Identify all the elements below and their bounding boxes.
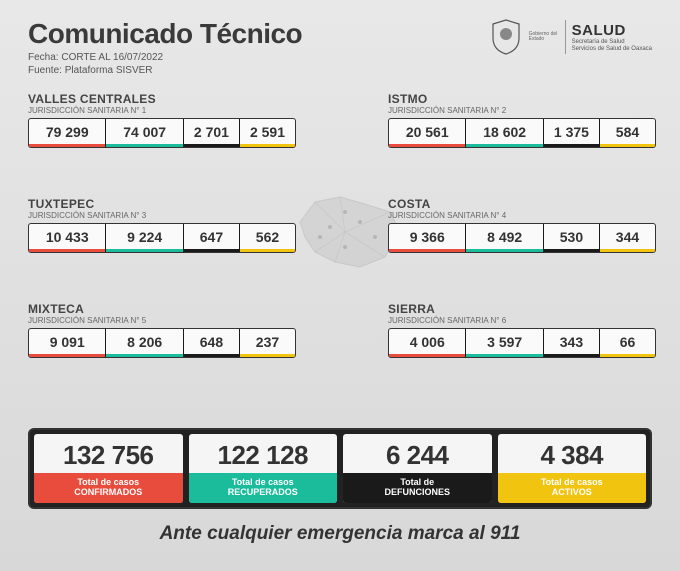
total-card: 122 128Total de casosRECUPERADOS (189, 434, 338, 503)
logo-main: SALUD (572, 22, 652, 39)
total-label-line2: RECUPERADOS (189, 487, 338, 497)
region-card: MIXTECAJURISDICCIÓN SANITARIA N° 5 9 0918… (28, 302, 296, 358)
stat-cell: 8 206 (106, 329, 182, 357)
stat-row: 10 4339 224647562 (28, 223, 296, 253)
region-name: MIXTECA (28, 302, 296, 316)
total-value: 122 128 (189, 434, 338, 473)
total-label: Total de casosRECUPERADOS (189, 473, 338, 503)
total-label: Total de casosACTIVOS (498, 473, 647, 503)
total-label: Total de casosCONFIRMADOS (34, 473, 183, 503)
stat-row: 20 56118 6021 375584 (388, 118, 656, 148)
logo-sub1: Secretaría de Salud (572, 39, 652, 46)
header: Comunicado Técnico Fecha: CORTE AL 16/07… (0, 0, 680, 84)
stat-row: 9 0918 206648237 (28, 328, 296, 358)
region-card: TUXTEPECJURISDICCIÓN SANITARIA N° 3 10 43… (28, 197, 296, 253)
region-name: SIERRA (388, 302, 656, 316)
total-label-line1: Total de casos (498, 477, 647, 487)
region-name: TUXTEPEC (28, 197, 296, 211)
region-name: ISTMO (388, 92, 656, 106)
region-card: COSTAJURISDICCIÓN SANITARIA N° 4 9 3668 4… (388, 197, 656, 253)
shield-icon (489, 18, 523, 56)
stat-row: 79 29974 0072 7012 591 (28, 118, 296, 148)
stat-row: 4 0063 59734366 (388, 328, 656, 358)
stat-cell: 20 561 (389, 119, 465, 147)
total-card: 4 384Total de casosACTIVOS (498, 434, 647, 503)
gov-label: Gobierno del Estado (529, 32, 559, 43)
total-value: 4 384 (498, 434, 647, 473)
total-label-line2: ACTIVOS (498, 487, 647, 497)
stat-cell: 530 (544, 224, 599, 252)
total-value: 132 756 (34, 434, 183, 473)
logo-block: Gobierno del Estado SALUD Secretaría de … (489, 18, 652, 56)
total-card: 132 756Total de casosCONFIRMADOS (34, 434, 183, 503)
stat-cell: 647 (184, 224, 239, 252)
total-value: 6 244 (343, 434, 492, 473)
stat-cell: 66 (600, 329, 655, 357)
stat-cell: 9 224 (106, 224, 182, 252)
stat-cell: 237 (240, 329, 295, 357)
region-name: COSTA (388, 197, 656, 211)
stat-cell: 9 091 (29, 329, 105, 357)
logo-sub2: Servicios de Salud de Oaxaca (572, 46, 652, 53)
total-label-line1: Total de (343, 477, 492, 487)
region-subtitle: JURISDICCIÓN SANITARIA N° 4 (388, 211, 656, 220)
stat-cell: 9 366 (389, 224, 465, 252)
stat-cell: 18 602 (466, 119, 542, 147)
stat-cell: 74 007 (106, 119, 182, 147)
stat-cell: 4 006 (389, 329, 465, 357)
region-subtitle: JURISDICCIÓN SANITARIA N° 6 (388, 316, 656, 325)
region-card: VALLES CENTRALESJURISDICCIÓN SANITARIA N… (28, 92, 296, 148)
region-subtitle: JURISDICCIÓN SANITARIA N° 1 (28, 106, 296, 115)
divider (565, 20, 566, 54)
region-subtitle: JURISDICCIÓN SANITARIA N° 2 (388, 106, 656, 115)
logo-text: SALUD Secretaría de Salud Servicios de S… (572, 22, 652, 52)
regions-area: VALLES CENTRALESJURISDICCIÓN SANITARIA N… (0, 92, 680, 422)
stat-row: 9 3668 492530344 (388, 223, 656, 253)
total-label: Total deDEFUNCIONES (343, 473, 492, 503)
stat-cell: 344 (600, 224, 655, 252)
totals-row: 132 756Total de casosCONFIRMADOS122 128T… (28, 428, 652, 509)
page-title: Comunicado Técnico (28, 18, 489, 50)
total-card: 6 244Total deDEFUNCIONES (343, 434, 492, 503)
region-subtitle: JURISDICCIÓN SANITARIA N° 5 (28, 316, 296, 325)
total-label-line2: CONFIRMADOS (34, 487, 183, 497)
stat-cell: 584 (600, 119, 655, 147)
region-name: VALLES CENTRALES (28, 92, 296, 106)
region-card: SIERRAJURISDICCIÓN SANITARIA N° 6 4 0063 … (388, 302, 656, 358)
total-label-line2: DEFUNCIONES (343, 487, 492, 497)
stat-cell: 8 492 (466, 224, 542, 252)
stat-cell: 343 (544, 329, 599, 357)
region-card: ISTMOJURISDICCIÓN SANITARIA N° 2 20 56118… (388, 92, 656, 148)
stat-cell: 1 375 (544, 119, 599, 147)
stat-cell: 562 (240, 224, 295, 252)
total-label-line1: Total de casos (189, 477, 338, 487)
stat-cell: 2 591 (240, 119, 295, 147)
stat-cell: 2 701 (184, 119, 239, 147)
stat-cell: 3 597 (466, 329, 542, 357)
region-subtitle: JURISDICCIÓN SANITARIA N° 3 (28, 211, 296, 220)
total-label-line1: Total de casos (34, 477, 183, 487)
stat-cell: 10 433 (29, 224, 105, 252)
stat-cell: 79 299 (29, 119, 105, 147)
footer-text: Ante cualquier emergencia marca al 911 (0, 523, 680, 545)
date-label: Fecha: CORTE AL 16/07/2022 (28, 52, 489, 63)
header-left: Comunicado Técnico Fecha: CORTE AL 16/07… (28, 18, 489, 76)
source-label: Fuente: Plataforma SISVER (28, 65, 489, 76)
stat-cell: 648 (184, 329, 239, 357)
